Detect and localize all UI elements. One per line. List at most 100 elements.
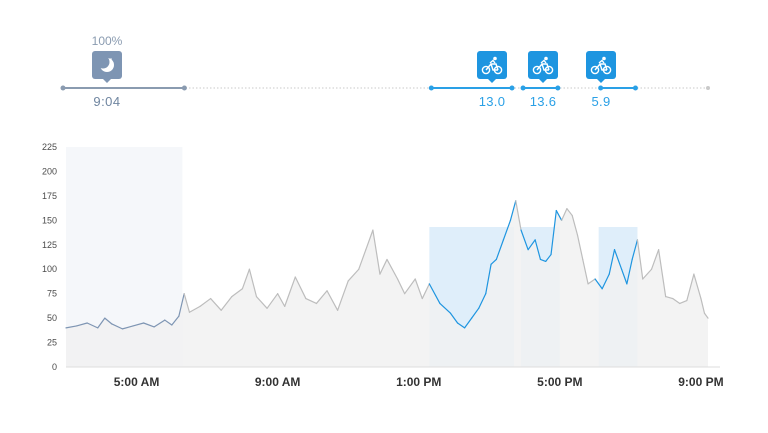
x-tick-label: 5:00 PM <box>537 375 582 389</box>
bicycle-icon <box>532 56 554 75</box>
data-point-segment <box>421 283 430 300</box>
data-point-segment <box>164 319 173 326</box>
ride-badge-pointer <box>597 79 605 83</box>
ride-start-dot <box>428 85 434 91</box>
event-timeline: 100% 9:04 13.0 13.6 5.9 <box>60 34 710 109</box>
sleep-badge <box>92 51 122 83</box>
data-point-segment <box>132 322 145 327</box>
data-point-segment <box>220 296 233 311</box>
data-point-segment <box>582 258 589 285</box>
data-point-segment <box>199 297 212 307</box>
data-point-segment <box>266 293 279 309</box>
y-tick-label: 150 <box>42 215 57 225</box>
data-point-segment <box>456 322 466 329</box>
data-point-segment <box>231 288 243 298</box>
moon-icon-shadow <box>96 55 110 69</box>
bicycle-icon-rider-head <box>493 56 497 61</box>
data-point-segment <box>515 200 522 231</box>
data-point-segment <box>386 258 399 280</box>
data-point-segment <box>490 258 497 265</box>
data-point-segment <box>404 278 416 295</box>
bicycle-icon-rider-body <box>489 59 496 64</box>
data-point-segment <box>642 268 653 280</box>
data-point-segment <box>495 239 505 261</box>
y-tick-label: 125 <box>42 240 57 250</box>
data-point-segment <box>566 208 573 217</box>
data-point-segment <box>658 249 667 298</box>
data-point-segment <box>509 200 517 221</box>
moon-icon <box>96 55 114 72</box>
data-point-segment <box>210 297 222 311</box>
data-point-segment <box>414 278 423 300</box>
sleep-duration: 9:04 <box>93 94 120 109</box>
x-tick-label: 9:00 PM <box>678 375 723 389</box>
data-point-segment <box>576 234 584 261</box>
data-point-segment <box>571 214 579 236</box>
data-point-segment <box>608 249 616 275</box>
data-point-segment <box>396 278 406 295</box>
bicycle-icon-frame <box>594 63 608 71</box>
data-point-segment <box>686 273 695 302</box>
data-point-segment <box>104 317 113 325</box>
data-point-segment <box>65 325 78 329</box>
data-point-segment <box>183 293 191 313</box>
data-point-segment <box>153 319 166 328</box>
data-point-segment <box>337 280 349 311</box>
ride-distance: 5.9 <box>592 94 611 109</box>
data-point-segment <box>471 307 480 319</box>
data-point-segment <box>464 317 473 329</box>
data-point-segment <box>347 268 360 282</box>
bicycle-icon-frame <box>485 63 499 71</box>
y-tick-label: 100 <box>42 264 57 274</box>
data-point-segment <box>143 322 155 328</box>
data-point-segment <box>587 278 596 285</box>
data-point-segment <box>284 276 296 307</box>
data-point-segment <box>439 302 452 314</box>
ride-distance: 13.6 <box>530 94 557 109</box>
y-tick-label: 225 <box>42 142 57 152</box>
x-tick-label: 1:00 PM <box>396 375 441 389</box>
data-point-segment <box>626 258 633 285</box>
data-point-segment <box>372 229 381 275</box>
data-point-segment <box>365 229 374 251</box>
data-point-segment <box>358 249 367 270</box>
data-point-segment <box>703 312 709 319</box>
data-point-segment <box>188 305 201 313</box>
bicycle-icon-rear-wheel <box>590 65 600 75</box>
data-point-segment <box>527 239 536 251</box>
data-point-segment <box>121 325 134 330</box>
data-point-segment <box>485 263 492 295</box>
series-area <box>66 200 708 367</box>
data-point-segment <box>550 209 557 256</box>
data-point-segment <box>679 299 688 305</box>
moon-icon-star <box>110 58 112 60</box>
sleep-end-dot <box>181 85 187 91</box>
data-point-segment <box>650 249 660 270</box>
ride-badge <box>528 51 558 83</box>
series-lines <box>65 200 709 330</box>
data-point-segment <box>601 273 610 290</box>
data-point-segment <box>636 239 644 280</box>
ride-end-dot <box>632 85 638 91</box>
data-point-segment <box>539 258 547 262</box>
bicycle-icon-rider-head <box>602 56 606 61</box>
data-point-segment <box>171 315 180 326</box>
ride-start-dot <box>598 85 604 91</box>
ride-end-dot <box>555 85 561 91</box>
data-point-segment <box>75 322 88 327</box>
data-point-segment <box>305 297 318 305</box>
data-point-segment <box>700 297 706 314</box>
data-point-segment <box>241 268 251 290</box>
data-point-segment <box>315 290 328 305</box>
bicycle-icon <box>590 56 612 75</box>
bicycle-icon-rider-head <box>544 56 548 61</box>
ride-badge-pointer <box>539 79 547 83</box>
data-point-segment <box>86 322 99 329</box>
data-point-segment <box>255 296 268 309</box>
data-point-segment <box>555 209 563 221</box>
bicycle-icon-frame <box>536 63 550 71</box>
ride-badge <box>477 51 507 83</box>
x-axis: 5:00 AM 9:00 AM 1:00 PM 5:00 PM 9:00 PM <box>114 375 724 389</box>
data-point-segment <box>693 273 702 300</box>
